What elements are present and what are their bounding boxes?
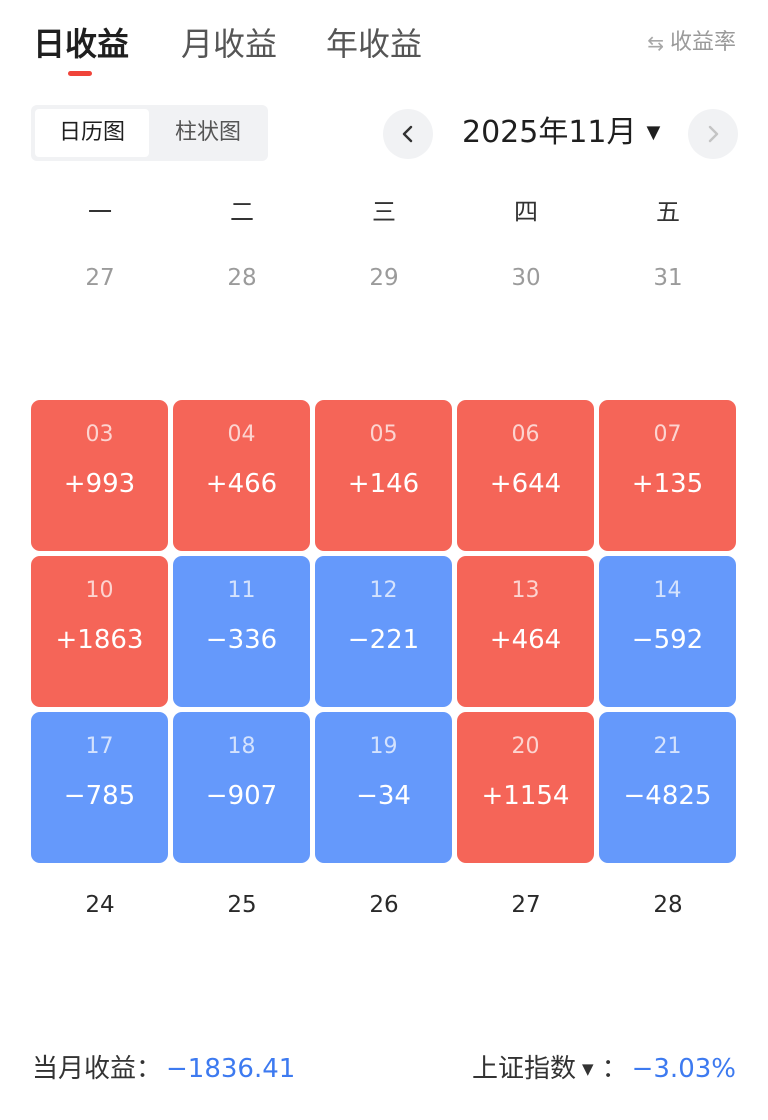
prev-month-day: 30 <box>511 265 541 291</box>
day-income-value: +1154 <box>481 781 570 811</box>
weekday-label: 一 <box>88 198 112 226</box>
day-number: 06 <box>511 422 540 447</box>
month-selector[interactable]: 2025年11月 ▼ <box>462 112 660 154</box>
month-income-value: −1836.41 <box>166 1054 296 1084</box>
prev-month-day: 28 <box>227 265 257 291</box>
day-number: 05 <box>369 422 398 447</box>
day-cell[interactable]: 12 −221 <box>315 556 452 707</box>
weekday-label: 五 <box>656 198 680 226</box>
day-cell[interactable]: 18 −907 <box>173 712 310 863</box>
day-number: 17 <box>85 734 114 759</box>
day-number: 11 <box>227 578 256 603</box>
day-number: 07 <box>653 422 682 447</box>
index-separator: ： <box>601 1054 628 1084</box>
day-number: 10 <box>85 578 114 603</box>
tab-monthly-income[interactable]: 月收益 <box>181 25 278 63</box>
day-income-value: +146 <box>347 469 420 499</box>
day-income-value: +993 <box>63 469 136 499</box>
prev-month-button[interactable] <box>383 109 433 159</box>
calendar-day[interactable]: 26 <box>369 892 399 918</box>
day-cell[interactable]: 10 +1863 <box>31 556 168 707</box>
chevron-right-icon <box>708 125 719 143</box>
day-income-value: −592 <box>631 625 704 655</box>
chevron-left-icon <box>402 125 413 143</box>
day-number: 18 <box>227 734 256 759</box>
day-cell[interactable]: 06 +644 <box>457 400 594 551</box>
active-tab-indicator <box>68 71 92 76</box>
bar-view-button[interactable]: 柱状图 <box>174 120 241 145</box>
day-income-value: +135 <box>631 469 704 499</box>
day-cell[interactable]: 03 +993 <box>31 400 168 551</box>
day-cell[interactable]: 19 −34 <box>315 712 452 863</box>
day-income-value: +466 <box>205 469 278 499</box>
day-income-value: −4825 <box>623 781 712 811</box>
prev-month-day: 29 <box>369 265 399 291</box>
index-label: 上证指数 <box>472 1054 577 1084</box>
weekday-label: 二 <box>230 198 254 226</box>
day-number: 19 <box>369 734 398 759</box>
day-income-value: −221 <box>347 625 420 655</box>
calendar-day[interactable]: 25 <box>227 892 257 918</box>
day-income-value: +1863 <box>55 625 144 655</box>
day-cell[interactable]: 13 +464 <box>457 556 594 707</box>
rate-link-label: 收益率 <box>669 30 736 55</box>
tab-yearly-income[interactable]: 年收益 <box>326 25 423 63</box>
swap-icon: ⇆ <box>647 31 664 55</box>
tab-daily-income[interactable]: 日收益 <box>33 25 130 63</box>
day-income-value: +464 <box>489 625 562 655</box>
caret-down-icon: ▼ <box>646 122 661 143</box>
month-income-label: 当月收益： <box>32 1054 163 1084</box>
weekday-label: 四 <box>514 198 538 226</box>
income-tabs: 日收益 月收益 年收益 ⇆ 收益率 <box>0 0 768 90</box>
month-income-summary: 当月收益： −1836.41 <box>32 1050 295 1088</box>
index-selector[interactable]: 上证指数 ▼ <box>472 1050 602 1088</box>
day-income-value: +644 <box>489 469 562 499</box>
view-toggle: 日历图 柱状图 <box>31 105 268 161</box>
day-cell[interactable]: 11 −336 <box>173 556 310 707</box>
day-income-value: −907 <box>205 781 278 811</box>
day-number: 03 <box>85 422 114 447</box>
day-number: 13 <box>511 578 540 603</box>
day-cell[interactable]: 21 −4825 <box>599 712 736 863</box>
prev-month-day: 27 <box>85 265 115 291</box>
index-summary: 上证指数 ▼ ： −3.03% <box>472 1050 736 1088</box>
day-cell[interactable]: 05 +146 <box>315 400 452 551</box>
calendar-day[interactable]: 27 <box>511 892 541 918</box>
next-month-button[interactable] <box>688 109 738 159</box>
prev-month-day: 31 <box>653 265 683 291</box>
day-number: 04 <box>227 422 256 447</box>
day-number: 12 <box>369 578 398 603</box>
day-income-value: −785 <box>63 781 136 811</box>
day-income-value: −336 <box>205 625 278 655</box>
month-label: 2025年11月 <box>462 115 637 150</box>
caret-down-icon: ▼ <box>582 1060 594 1078</box>
day-cell[interactable]: 04 +466 <box>173 400 310 551</box>
day-cell[interactable]: 14 −592 <box>599 556 736 707</box>
calendar-view-button[interactable]: 日历图 <box>35 109 149 157</box>
day-number: 20 <box>511 734 540 759</box>
day-cell[interactable]: 07 +135 <box>599 400 736 551</box>
weekday-label: 三 <box>372 198 396 226</box>
day-cell[interactable]: 20 +1154 <box>457 712 594 863</box>
calendar-day[interactable]: 28 <box>653 892 683 918</box>
switch-to-rate-button[interactable]: ⇆ 收益率 <box>647 28 736 58</box>
day-cell[interactable]: 17 −785 <box>31 712 168 863</box>
day-number: 14 <box>653 578 682 603</box>
calendar-day[interactable]: 24 <box>85 892 115 918</box>
index-change-value: −3.03% <box>631 1054 736 1084</box>
day-income-value: −34 <box>356 781 411 811</box>
day-number: 21 <box>653 734 682 759</box>
